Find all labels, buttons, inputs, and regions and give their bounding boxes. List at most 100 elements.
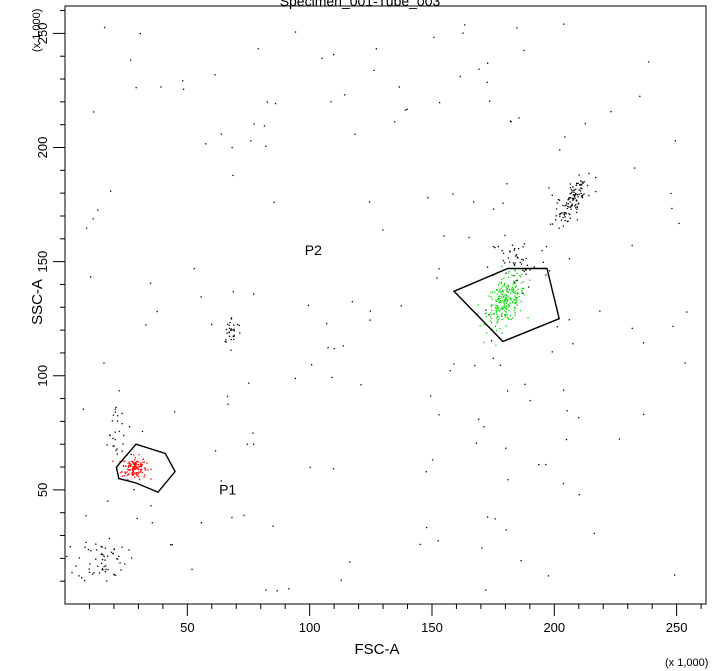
event-point [515,285,517,287]
event-point [507,390,509,392]
event-point [565,204,567,206]
event-point [133,467,135,469]
event-point [368,201,371,203]
event-point [139,466,141,468]
event-point [490,313,493,316]
event-point [574,194,577,196]
event-point [233,330,235,332]
event-point [232,174,234,177]
event-point [499,310,501,312]
event-point [102,569,104,571]
event-point [124,460,126,463]
event-point [568,213,570,215]
event-point [514,290,516,292]
event-point [514,312,516,314]
event-point [564,205,566,207]
event-point [505,295,507,297]
event-point [140,463,142,465]
event-point [404,109,407,111]
event-point [75,565,77,567]
event-point [495,307,497,309]
y-tick-label: 50 [35,483,50,497]
event-point [132,465,134,468]
event-point [491,298,493,300]
event-point [559,149,561,151]
event-point [226,332,228,334]
event-point [133,472,136,474]
event-point [433,36,435,39]
event-point [573,197,575,199]
event-point [438,268,440,270]
event-point [491,309,493,311]
event-point [394,121,396,123]
event-point [568,319,570,321]
event-point [112,460,114,462]
event-point [567,205,569,208]
event-point [577,182,579,184]
event-point [112,414,115,416]
event-point [496,306,498,308]
event-point [566,220,568,223]
event-point [572,194,574,196]
event-point [400,305,402,307]
x-tick-label: 50 [180,620,194,635]
event-point [507,284,509,286]
event-point [127,474,130,476]
event-point [670,192,672,195]
event-point [505,325,507,327]
event-point [505,529,507,531]
event-point [555,215,557,217]
event-point [118,430,120,433]
event-point [474,364,476,367]
event-point [143,467,146,469]
event-point [150,505,152,507]
event-point [225,341,227,343]
event-point [498,307,500,309]
event-point [333,53,335,56]
event-point [506,288,508,290]
event-point [439,101,441,104]
event-point [116,453,118,455]
event-point [139,471,141,473]
event-point [501,250,503,252]
event-point [515,302,518,304]
event-point [227,323,229,325]
event-point [71,571,73,574]
event-point [122,460,124,462]
event-point [672,325,674,328]
event-point [492,208,495,210]
event-point [564,136,566,138]
event-point [490,292,492,294]
event-point [85,227,88,229]
event-point [581,184,583,186]
event-point [131,469,134,471]
event-point [252,432,254,434]
event-point [132,474,134,476]
event-point [520,276,522,278]
y-scale-note: (x 1,000) [31,9,43,52]
event-point [489,320,492,322]
event-point [121,471,123,473]
event-point [220,480,222,482]
event-point [521,287,523,290]
event-point [369,319,371,321]
event-point [631,327,633,329]
event-point [66,555,68,557]
event-point [233,338,235,340]
event-point [233,328,235,330]
event-point [501,293,503,295]
event-point [330,101,332,103]
event-point [514,299,516,301]
event-point [563,23,565,25]
event-point [545,463,547,466]
event-point [239,332,241,334]
event-point [572,343,574,345]
event-point [507,257,510,259]
event-point [119,562,121,564]
event-point [501,278,503,280]
event-point [142,458,144,460]
event-point [505,272,507,274]
event-point [513,249,515,251]
event-point [488,295,490,297]
event-point [495,309,497,312]
